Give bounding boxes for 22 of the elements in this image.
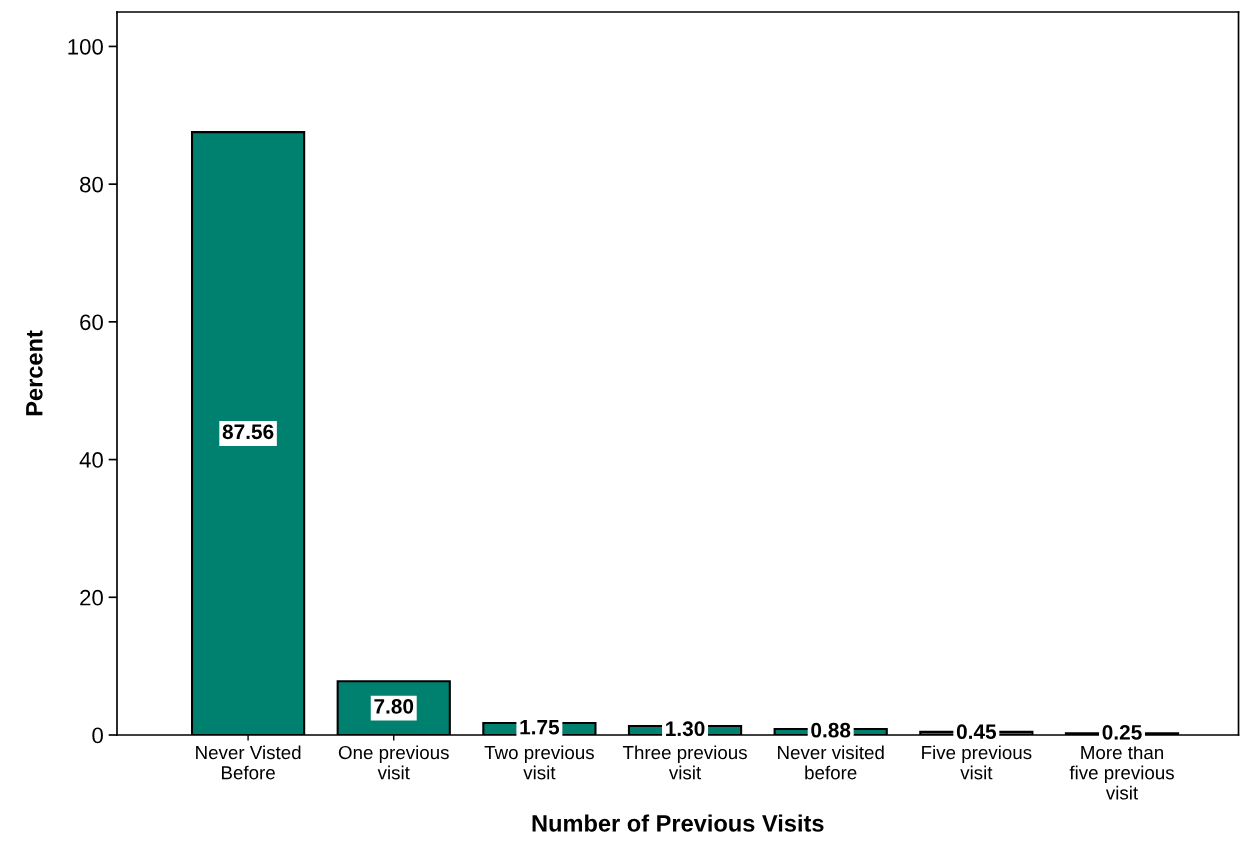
data-label: 0.25 [1102,724,1142,740]
data-label: 1.75 [520,720,560,735]
data-label: 0.88 [811,722,851,738]
x-axis-title: Number of Previous Visits [532,814,824,832]
data-label: 0.45 [956,724,997,740]
x-tick-label: Never Visted Before [196,745,301,780]
x-tick-label: Five previous visit [922,745,1032,780]
y-axis-title: Percent [26,330,43,416]
y-tick-label: 20 [80,589,103,606]
x-tick-label: Three previous visit [622,745,747,780]
y-tick-label: 100 [68,38,103,55]
y-tick-label: 60 [80,314,103,331]
y-tick-label: 80 [80,176,103,193]
y-tick-label: 0 [92,727,103,744]
y-tick-label: 40 [79,452,103,468]
x-tick-label: Never visited before [778,745,884,780]
x-tick-label: One previous visit [338,745,449,780]
data-label: 1.30 [666,721,705,737]
x-tick-label: Two previous visit [484,745,594,780]
data-label: 7.80 [374,698,414,714]
x-tick-label: More than five previous visit [1069,745,1174,800]
data-label: 87.56 [222,424,274,440]
